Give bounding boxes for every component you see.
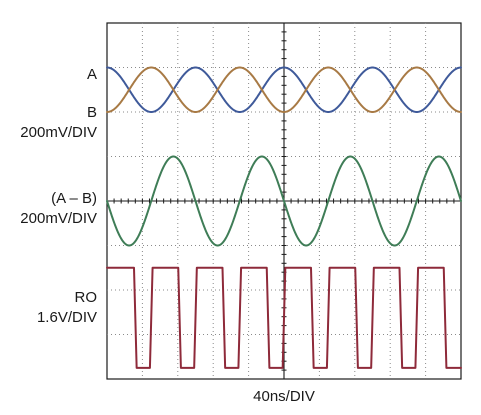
label-b: B bbox=[87, 104, 97, 121]
trace-a bbox=[106, 66, 462, 113]
label-diff: (A – B) bbox=[51, 190, 97, 207]
trace-ro bbox=[106, 266, 462, 369]
trace-b bbox=[106, 66, 462, 113]
label-ab-scale: 200mV/DIV bbox=[20, 124, 97, 141]
label-ro-scale: 1.6V/DIV bbox=[37, 309, 97, 326]
x-axis-label: 40ns/DIV bbox=[253, 388, 315, 405]
trace-a-b bbox=[106, 155, 462, 247]
label-ro: RO bbox=[75, 289, 98, 306]
label-a: A bbox=[87, 66, 97, 83]
label-diff-scale: 200mV/DIV bbox=[20, 210, 97, 227]
traces bbox=[106, 66, 462, 369]
